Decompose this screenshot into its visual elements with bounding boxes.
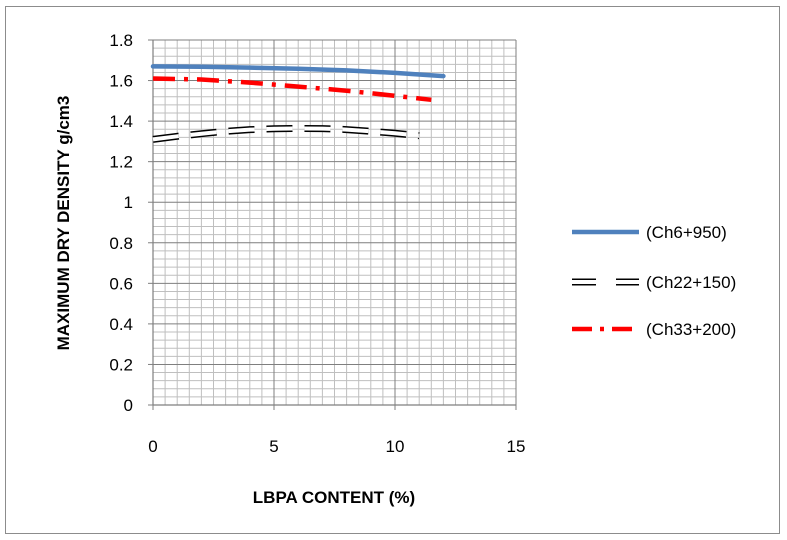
y-tick-label: 1 xyxy=(124,193,133,212)
x-tick-label: 10 xyxy=(386,437,405,456)
series-line-ch33-200 xyxy=(152,76,432,103)
x-tick-label: 0 xyxy=(148,437,157,456)
series-line-ch6-950 xyxy=(150,64,446,79)
y-tick-label: 0 xyxy=(124,396,133,415)
series-line-inner xyxy=(152,126,420,142)
y-tick-label: 0.4 xyxy=(109,315,133,334)
legend-label-ch22-150: (Ch22+150) xyxy=(646,273,736,292)
series-line-ch22-150 xyxy=(152,124,420,143)
y-tick-label: 0.6 xyxy=(109,274,133,293)
series-layer xyxy=(150,64,446,143)
legend-label-ch33-200: (Ch33+200) xyxy=(646,320,736,339)
y-tick-label: 1.2 xyxy=(109,153,133,172)
x-axis-title: LBPA CONTENT (%) xyxy=(253,488,415,507)
grid xyxy=(148,39,517,410)
tick-labels: 0 0.2 0.4 0.6 0.8 1 1.2 1.4 1.6 1.8 0 5 10 15 xyxy=(109,31,525,456)
y-tick-label: 1.6 xyxy=(109,72,133,91)
x-tick-label: 15 xyxy=(507,437,526,456)
y-tick-label: 1.8 xyxy=(109,31,133,50)
y-tick-label: 0.8 xyxy=(109,234,133,253)
y-tick-label: 1.4 xyxy=(109,112,133,131)
legend-label-ch6-950: (Ch6+950) xyxy=(646,223,727,242)
legend: (Ch6+950) (Ch22+150) (Ch33+200) xyxy=(572,223,736,339)
y-axis-title: MAXIMUM DRY DENSITY g/cm3 xyxy=(54,96,73,351)
y-tick-label: 0.2 xyxy=(109,355,133,374)
x-tick-label: 5 xyxy=(269,437,278,456)
